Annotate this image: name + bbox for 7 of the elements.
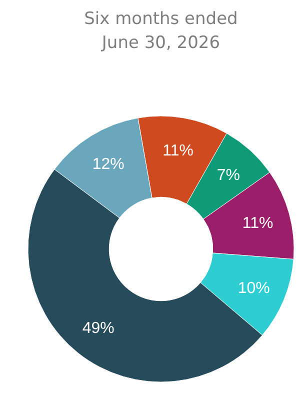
data-label: 49%	[82, 320, 114, 338]
data-label: 11%	[242, 214, 274, 232]
data-label: 12%	[92, 156, 124, 174]
data-label: 10%	[238, 280, 270, 297]
data-label: 7%	[216, 167, 240, 184]
data-label: 11%	[162, 142, 194, 160]
chart-title: Six months ended June 30, 2026	[84, 9, 238, 53]
